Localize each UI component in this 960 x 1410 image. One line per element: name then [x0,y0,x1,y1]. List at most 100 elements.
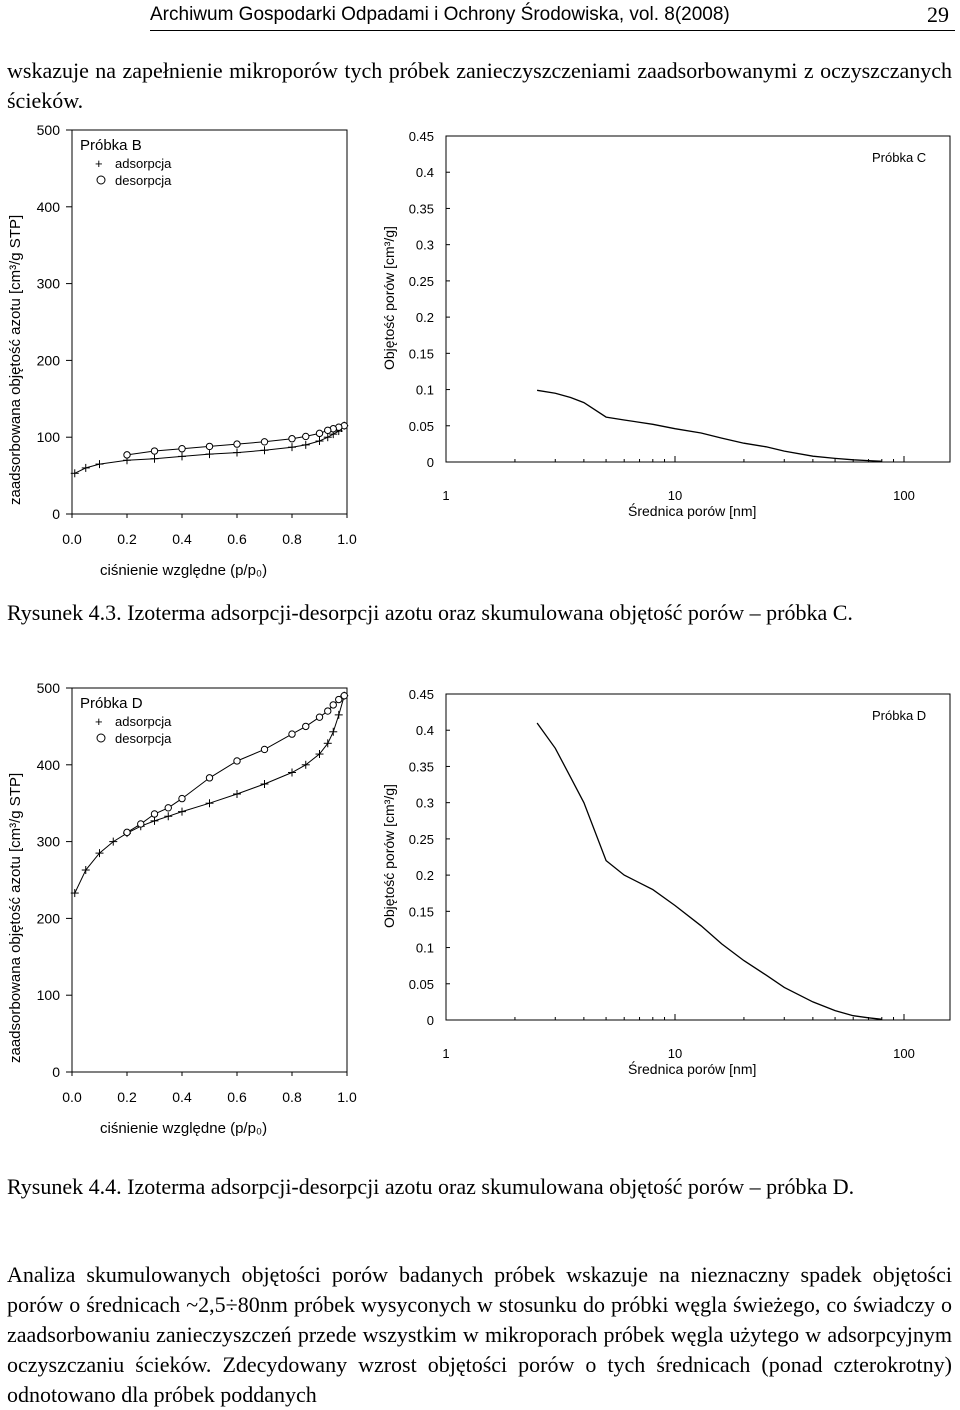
adsorption-point [323,433,332,442]
x-tick-label: 1.0 [337,531,357,547]
isotherm-ylabel: zaadsorbowana objętość azotu [cm³/g STP] [7,215,24,505]
desorption-point [315,429,324,438]
desorption-point [340,691,348,700]
caption-4-3: Rysunek 4.3. Izoterma adsorpcji-desorpcj… [7,600,853,625]
journal-title: Archiwum Gospodarki Odpadami i Ochrony Ś… [150,4,730,25]
x-tick-label: 0.2 [117,531,137,547]
x-tick-label: 100 [893,1046,915,1061]
y-tick-label: 300 [37,276,61,292]
legend-adsorption-label: adsorpcja [115,714,172,729]
desorption-point [150,810,159,818]
pores-curve: 0 0.05 0.1 0.15 0.2 0.25 0.3 0.35 0.4 0.45 1 10 100 [409,129,915,503]
desorption-point [335,695,343,704]
desorption-point [233,440,241,448]
isotherm-xlabel: ciśnienie względne (p/p₀) [100,562,267,579]
intro-paragraph: wskazuje na zapełnienie mikroporów tych … [7,58,952,113]
adsorption-point [178,807,186,816]
pores-panel-d: Próbka D 0 0.05 0.1 0.15 0.2 0.25 0.3 0.35 0.4 0.… [381,687,951,1077]
adsorption-point [288,768,296,777]
pores-xlabel: Średnica porów [nm] [628,502,756,519]
caption-4-4: Rysunek 4.4. Izoterma adsorpcji-desorpcj… [7,1174,855,1199]
figure-4-3-svg: Próbka B + adsorpcja desorpcja 010020030… [7,122,951,579]
y-tick-label: 0.4 [416,165,434,180]
adsorption-point [70,469,79,478]
adsorption-point [95,460,104,469]
header-rule [150,30,955,31]
x-tick-label: 0.8 [282,1089,302,1105]
isotherm-panel-b: Próbka B + adsorpcja desorpcja 0 100 200 30… [7,122,357,579]
legend-desorption-marker [96,175,106,185]
adsorption-point [150,816,159,825]
adsorption-point [334,710,343,719]
adsorption-point [301,760,310,769]
desorption-point [302,432,310,441]
adsorption-point [81,866,90,875]
adsorption-point [150,454,159,463]
desorption-point [315,713,324,721]
y-tick-label: 100 [37,987,61,1003]
x-tick-label: 0.0 [62,531,82,547]
adsorption-point [95,849,104,858]
y-tick-label: 400 [37,757,61,773]
y-tick-label: 0.05 [409,977,434,992]
desorption-line [126,425,345,456]
desorption-point [178,445,186,453]
adsorption-point [81,463,90,472]
desorption-point [178,794,186,803]
desorption-point [205,774,214,782]
desorption-point [233,757,241,765]
y-tick-label: 0.2 [416,868,434,883]
legend-desorption-label: desorpcja [115,731,172,746]
desorption-point [150,447,159,455]
isotherm-title: Próbka B [80,137,142,154]
adsorption-point [315,437,324,446]
pores-title: Próbka D [872,708,926,723]
y-tick-label: 0.15 [409,346,434,361]
pores-xlabel: Średnica porów [nm] [628,1060,756,1077]
y-tick-label: 0.05 [409,419,434,434]
desorption-point [123,451,131,459]
isotherm-title: Próbka D [80,695,143,712]
x-tick-label: 100 [893,488,915,503]
y-tick-label: 0.1 [416,941,434,956]
desorption-point [164,804,172,812]
desorption-point [329,701,337,709]
desorption-point [260,745,269,754]
desorption-point [302,722,310,731]
plot-frame [71,129,348,515]
x-tick-label: 10 [668,1046,682,1061]
adsorption-point [164,812,173,821]
y-tick-label: 0.45 [409,129,434,144]
x-tick-label: 1 [442,1046,449,1061]
x-tick-label: 1 [442,488,449,503]
y-tick-label: 500 [37,122,61,138]
y-tick-label: 300 [37,834,61,850]
page-number: 29 [927,2,949,27]
isotherm-panel-d: Próbka D + adsorpcja desorpcja 0 100 200 30… [7,680,357,1137]
x-tick-label: 0.4 [172,531,192,547]
legend-adsorption-marker: + [95,714,103,729]
y-tick-label: 0.4 [416,723,434,738]
cumulative-volume-line [536,722,882,1020]
adsorption-point [260,780,269,788]
y-tick-label: 0.25 [409,832,434,847]
x-tick-label: 0.8 [282,531,302,547]
legend-adsorption-label: adsorpcja [115,156,172,171]
y-tick-label: 200 [37,352,61,368]
y-tick-label: 0.2 [416,310,434,325]
x-tick-label: 0.0 [62,1089,82,1105]
y-tick-label: 0 [52,1064,60,1080]
plot-frame [445,135,951,463]
y-tick-label: 500 [37,680,61,696]
y-tick-label: 0.25 [409,274,434,289]
pores-ylabel: Objętość porów [cm³/g] [381,784,397,928]
figure-4-3: Próbka B + adsorpcja desorpcja 0 100 200 30… [0,120,960,590]
adsorption-point [323,739,332,748]
adsorption-point [205,450,214,459]
pores-ylabel: Objętość porów [cm³/g] [381,226,397,370]
adsorption-point [205,799,214,808]
y-tick-label: 400 [37,199,61,215]
isotherm-ylabel: zaadsorbowana objętość azotu [cm³/g STP] [7,773,24,1063]
figure-4-4-svg: Próbka D + adsorpcja desorpcja 010020030… [7,680,951,1137]
y-tick-label: 0.45 [409,687,434,702]
